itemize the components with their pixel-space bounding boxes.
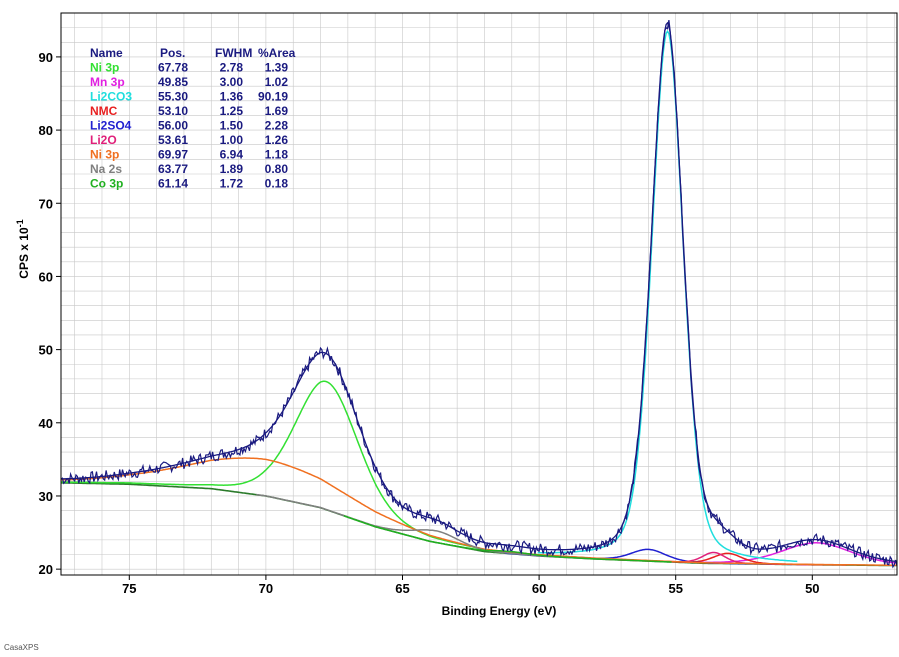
table-row-value: 1.72 — [220, 177, 244, 191]
table-row-value: 69.97 — [158, 148, 188, 162]
table-row-value: 1.00 — [220, 133, 244, 147]
x-axis-label: Binding Energy (eV) — [442, 604, 557, 618]
app-footer-label: CasaXPS — [4, 643, 39, 652]
table-row-name: Li2CO3 — [90, 90, 132, 104]
peak-table: Name Pos. FWHM %Area Ni 3p 67.78 2.78 1.39 Mn 3p… — [90, 46, 296, 191]
plot-frame — [60, 12, 898, 576]
table-row-name: Li2SO4 — [90, 119, 132, 133]
table-row-value: 2.28 — [265, 119, 289, 133]
table-row-value: 0.80 — [265, 162, 289, 176]
x-tick-label: 60 — [532, 581, 546, 596]
table-row-value: 1.50 — [220, 119, 244, 133]
table-row-value: 1.25 — [220, 104, 244, 118]
y-tick-label: 70 — [39, 196, 53, 211]
y-tick-label: 50 — [39, 343, 53, 358]
table-row-value: 55.30 — [158, 90, 188, 104]
component-peak-co-3p — [343, 514, 672, 563]
table-row-value: 56.00 — [158, 119, 188, 133]
table-row-value: 1.36 — [220, 90, 244, 104]
y-tick-label: 40 — [39, 416, 53, 431]
chart-grid — [61, 12, 897, 575]
x-tick-label: 65 — [395, 581, 409, 596]
raw-data-line — [60, 20, 898, 569]
x-axis-ticks: 75 70 65 60 55 50 — [122, 575, 820, 596]
background-line — [61, 482, 897, 567]
table-row-name: Ni 3p — [90, 61, 119, 75]
table-row-name: Na 2s — [90, 162, 122, 176]
table-row-name: Li2O — [90, 133, 117, 147]
table-row-value: 1.18 — [265, 148, 289, 162]
y-tick-label: 80 — [39, 123, 53, 138]
table-row-name: Co 3p — [90, 177, 123, 191]
table-row-name: NMC — [90, 104, 118, 118]
table-row-value: 90.19 — [258, 90, 288, 104]
y-tick-label: 60 — [39, 269, 53, 284]
table-row-value: 6.94 — [220, 148, 244, 162]
table-row-value: 3.00 — [220, 75, 244, 89]
table-header-cell: Name — [90, 46, 123, 60]
table-row-value: 61.14 — [158, 177, 188, 191]
x-tick-label: 55 — [668, 581, 682, 596]
component-curves — [61, 29, 898, 566]
table-row-value: 1.89 — [220, 162, 244, 176]
table-row-name: Ni 3p — [90, 148, 119, 162]
x-tick-label: 50 — [805, 581, 819, 596]
table-row-value: 67.78 — [158, 61, 188, 75]
table-header-cell: FWHM — [215, 46, 252, 60]
component-peak-li2co3 — [537, 29, 798, 563]
table-row-name: Mn 3p — [90, 75, 125, 89]
table-row-value: 1.69 — [265, 104, 289, 118]
raw-data-curve — [60, 20, 898, 569]
y-axis-label-exponent: -1 — [15, 219, 25, 227]
y-tick-label: 20 — [39, 562, 53, 577]
y-tick-label: 30 — [39, 489, 53, 504]
y-axis-ticks: 20 30 40 50 60 70 80 90 — [39, 50, 61, 577]
table-row-value: 1.02 — [265, 75, 289, 89]
table-row-value: 63.77 — [158, 162, 188, 176]
table-header-cell: %Area — [258, 46, 296, 60]
table-row-value: 0.18 — [265, 177, 289, 191]
y-tick-label: 90 — [39, 50, 53, 65]
table-row-value: 1.26 — [265, 133, 289, 147]
background-curve — [61, 482, 897, 567]
y-axis-label: CPS x 10-1 — [15, 219, 31, 278]
table-row-value: 53.61 — [158, 133, 188, 147]
table-header-cell: Pos. — [160, 46, 185, 60]
table-row-value: 49.85 — [158, 75, 188, 89]
table-row-value: 53.10 — [158, 104, 188, 118]
table-row-value: 2.78 — [220, 61, 244, 75]
table-row-value: 1.39 — [265, 61, 289, 75]
x-tick-label: 70 — [259, 581, 273, 596]
x-tick-label: 75 — [122, 581, 136, 596]
y-axis-label-base: CPS x 10 — [17, 227, 31, 279]
